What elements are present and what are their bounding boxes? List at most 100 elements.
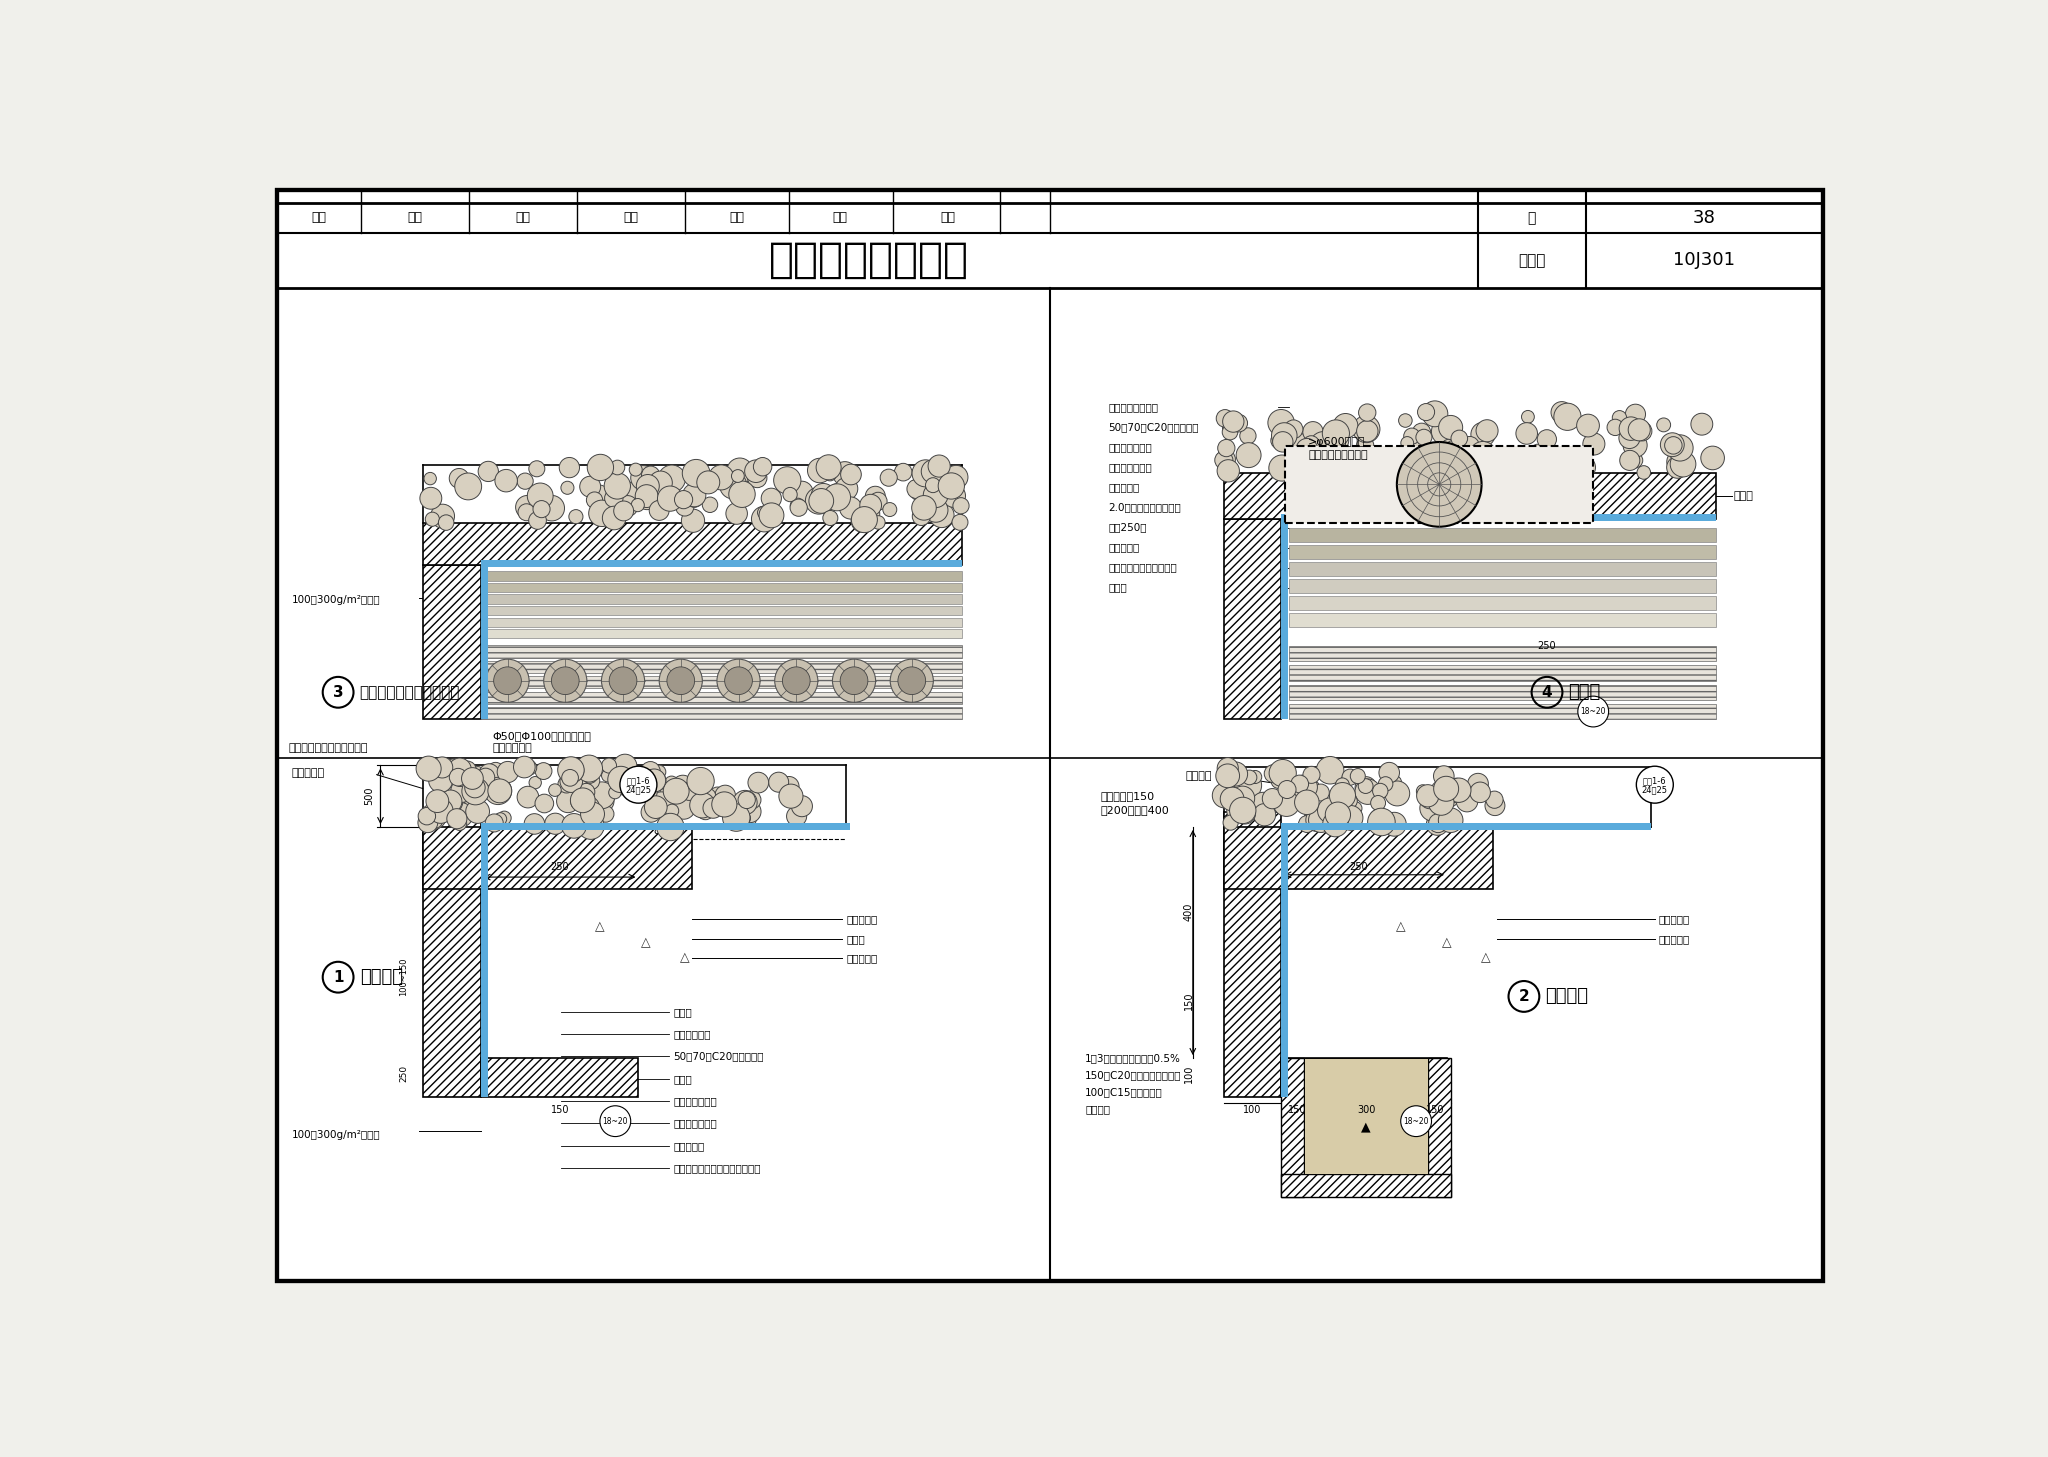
Circle shape [1303,421,1323,441]
Circle shape [518,504,535,520]
Circle shape [881,469,897,487]
Circle shape [1323,420,1350,447]
Circle shape [602,506,627,530]
Circle shape [674,491,692,508]
Text: 10J301: 10J301 [1673,251,1735,270]
Text: 100~150: 100~150 [399,957,408,997]
Circle shape [1270,455,1294,481]
Circle shape [539,495,565,522]
Circle shape [1323,812,1348,836]
Circle shape [737,794,754,812]
Circle shape [1307,455,1333,482]
Circle shape [485,814,504,832]
Text: 18~20: 18~20 [1403,1116,1430,1126]
Circle shape [1354,415,1380,443]
Circle shape [729,481,756,507]
Circle shape [1278,775,1290,788]
Circle shape [616,495,639,516]
Circle shape [1438,807,1462,832]
Text: 彭飞: 彭飞 [623,211,639,224]
Circle shape [682,484,707,507]
Circle shape [1262,788,1282,809]
Text: △: △ [596,921,604,934]
Circle shape [782,790,797,804]
Circle shape [485,762,506,781]
Text: 素土夯实: 素土夯实 [1085,1104,1110,1113]
Circle shape [891,659,934,702]
Circle shape [1231,787,1255,810]
Circle shape [852,510,874,532]
Bar [422,523,963,565]
Circle shape [1667,456,1688,478]
Circle shape [575,755,602,782]
Circle shape [561,813,586,838]
Circle shape [1434,782,1460,809]
Circle shape [1309,807,1333,832]
Circle shape [1403,428,1419,444]
Circle shape [731,469,743,482]
Circle shape [735,810,750,826]
Text: 设计: 设计 [834,211,848,224]
Circle shape [1325,428,1350,452]
Circle shape [1538,430,1556,449]
Bar [1288,666,1716,680]
Text: 50～70厚C20细石混凝土: 50～70厚C20细石混凝土 [674,1052,764,1062]
Circle shape [911,460,940,487]
Circle shape [834,462,856,485]
Circle shape [428,798,453,823]
Circle shape [823,510,838,526]
Circle shape [528,777,541,788]
Text: 过滤层: 过滤层 [674,1007,692,1017]
Text: 普通防水层: 普通防水层 [674,1141,705,1151]
Circle shape [580,797,600,817]
Text: 密封膏密封: 密封膏密封 [1659,915,1690,924]
Circle shape [1620,450,1640,471]
Circle shape [514,756,535,778]
Circle shape [1309,431,1337,459]
Circle shape [1468,441,1497,469]
Circle shape [1419,796,1446,822]
Circle shape [1292,775,1317,800]
Circle shape [1399,414,1413,427]
Circle shape [1636,466,1651,479]
Circle shape [1272,423,1296,449]
Text: 散渗排水: 散渗排水 [360,969,403,986]
Text: 100厚C15混凝土垫层: 100厚C15混凝土垫层 [1085,1087,1163,1097]
Circle shape [477,462,498,482]
Circle shape [657,465,686,492]
Circle shape [449,758,471,781]
Circle shape [1243,771,1257,785]
Circle shape [664,778,688,804]
Circle shape [1657,418,1671,431]
Circle shape [672,796,694,819]
Text: △: △ [1442,935,1452,949]
Circle shape [1522,411,1534,424]
Circle shape [428,768,453,793]
Circle shape [485,778,512,804]
Text: 防水钢筋混凝土随捣随抹: 防水钢筋混凝土随捣随抹 [1108,562,1178,573]
Circle shape [895,463,911,481]
Text: 250: 250 [1350,863,1368,873]
Circle shape [1530,450,1544,463]
Bar [481,823,850,830]
Circle shape [774,466,801,494]
Circle shape [1417,404,1434,421]
Circle shape [635,487,657,510]
Circle shape [559,769,582,793]
Circle shape [1231,414,1247,431]
Bar [481,707,963,720]
Circle shape [668,667,694,695]
Circle shape [629,463,643,476]
Circle shape [551,667,580,695]
Circle shape [1434,777,1458,801]
Circle shape [815,455,842,479]
Circle shape [569,510,584,523]
Bar [1286,446,1593,523]
Circle shape [451,779,473,803]
Circle shape [479,763,500,784]
Circle shape [485,659,528,702]
Bar [422,828,692,889]
Bar [1288,613,1716,627]
Circle shape [1378,814,1397,832]
Text: 400: 400 [1184,902,1194,921]
